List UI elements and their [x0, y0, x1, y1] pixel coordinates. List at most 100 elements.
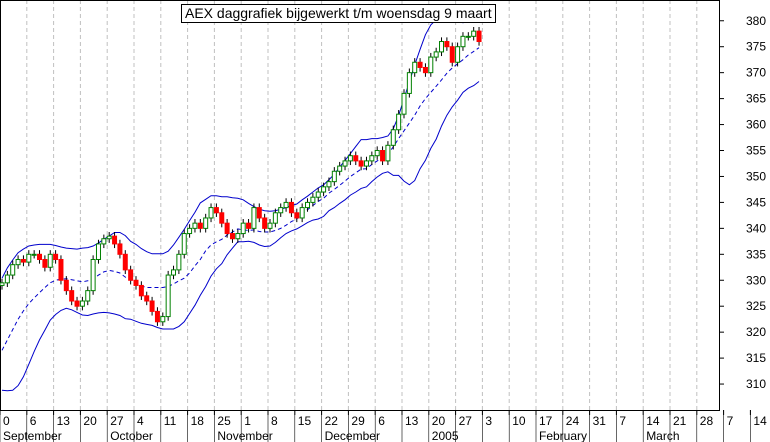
candle — [90, 255, 96, 295]
x-tick-label: 15 — [298, 414, 312, 428]
candle — [412, 58, 418, 77]
candle — [331, 167, 337, 186]
x-tick-label: 6 — [30, 414, 37, 428]
plot-area-border — [0, 0, 720, 411]
candle-body-up — [208, 207, 214, 219]
candle — [363, 156, 369, 171]
candle — [353, 151, 359, 166]
candle — [476, 26, 482, 46]
candle-body-up — [385, 144, 391, 162]
candle-body-down — [380, 150, 386, 162]
candle — [192, 219, 198, 233]
candle — [106, 231, 112, 243]
x-axis: 0 6 13 20 27 4 11 18 25 1 8 15 22 29 6 13 20 27 3 10 17 24 31 7… — [0, 410, 767, 442]
candle — [246, 219, 252, 233]
candle-body-up — [305, 201, 311, 209]
candle — [149, 296, 155, 316]
candle-body-down — [53, 253, 59, 260]
y-tick-label: 345 — [746, 195, 766, 209]
candle-body-up — [101, 238, 107, 245]
candle-body-up — [267, 222, 273, 229]
candle — [31, 250, 37, 259]
candle — [267, 219, 273, 233]
candle-body-up — [278, 207, 284, 214]
candle-body-up — [433, 51, 439, 58]
x-tick-label: 29 — [351, 414, 365, 428]
candle — [15, 255, 21, 269]
candle — [455, 42, 461, 67]
candle — [171, 265, 177, 280]
candle — [358, 156, 364, 171]
month-label: March — [646, 429, 679, 442]
candle — [310, 193, 316, 207]
candle-body-down — [69, 290, 75, 302]
candle — [176, 250, 182, 275]
candle-body-down — [219, 212, 225, 224]
x-tick-label: 14 — [646, 414, 660, 428]
month-label: 2005 — [432, 429, 459, 442]
candle — [374, 146, 380, 160]
candle — [187, 224, 193, 238]
candle-body-down — [246, 222, 252, 229]
candle — [10, 260, 16, 280]
candle-body-down — [122, 253, 128, 271]
candle-body-down — [197, 222, 203, 229]
candle — [347, 151, 353, 166]
candle — [315, 187, 321, 202]
x-tick-label: 24 — [566, 414, 580, 428]
y-tick-label: 355 — [746, 144, 766, 158]
y-tick-label: 370 — [746, 66, 766, 80]
x-tick-label: 21 — [673, 414, 687, 428]
candle-body-up — [390, 129, 396, 146]
month-label: February — [539, 429, 587, 442]
candle-body-up — [315, 191, 321, 198]
candle — [133, 276, 139, 290]
y-tick-label: 320 — [746, 325, 766, 339]
y-tick-label: 310 — [746, 377, 766, 391]
x-tick-label: 4 — [137, 414, 144, 428]
candle-body-up — [203, 217, 209, 229]
candle-body-down — [128, 269, 134, 281]
candle-body-up — [79, 300, 85, 307]
candle-body-up — [251, 207, 257, 229]
candle — [471, 26, 477, 41]
bollinger-bands — [1, 12, 480, 392]
vertical-grid-lines — [26, 0, 698, 410]
candle — [197, 219, 203, 233]
chart-title: AEX daggrafiek bijgewerkt t/m woensdag 9… — [181, 4, 496, 23]
candle — [154, 307, 160, 326]
candle-body-down — [422, 66, 428, 74]
candle-body-up — [10, 264, 16, 276]
y-tick-label: 340 — [746, 221, 766, 235]
candle-body-down — [42, 258, 48, 268]
y-tick-label: 335 — [746, 247, 766, 261]
candle — [337, 161, 343, 176]
candle-body-up — [95, 243, 101, 260]
candle-body-up — [4, 274, 10, 284]
candle-body-up — [299, 207, 305, 219]
candle — [42, 255, 48, 272]
candle — [396, 110, 402, 134]
candle-body-up — [347, 155, 353, 162]
x-tick-label: 17 — [539, 414, 553, 428]
candle — [262, 213, 268, 233]
x-tick-label: 13 — [57, 414, 71, 428]
candle-body-up — [396, 113, 402, 131]
candle-body-up — [15, 258, 21, 266]
candle — [144, 291, 150, 306]
candle-body-up — [460, 35, 466, 48]
candle-body-down — [224, 222, 230, 235]
candle-body-down — [417, 61, 423, 68]
candlesticks — [0, 26, 482, 326]
candle — [251, 203, 257, 233]
candle — [406, 68, 412, 98]
candle — [256, 203, 262, 223]
candle-body-up — [363, 160, 369, 167]
candle-body-up — [465, 35, 471, 38]
candle-body-up — [439, 41, 445, 53]
month-label: December — [325, 429, 380, 442]
candle — [213, 203, 219, 217]
candle-body-up — [369, 155, 375, 162]
candle-body-up — [0, 282, 5, 286]
candle-body-down — [353, 155, 359, 162]
